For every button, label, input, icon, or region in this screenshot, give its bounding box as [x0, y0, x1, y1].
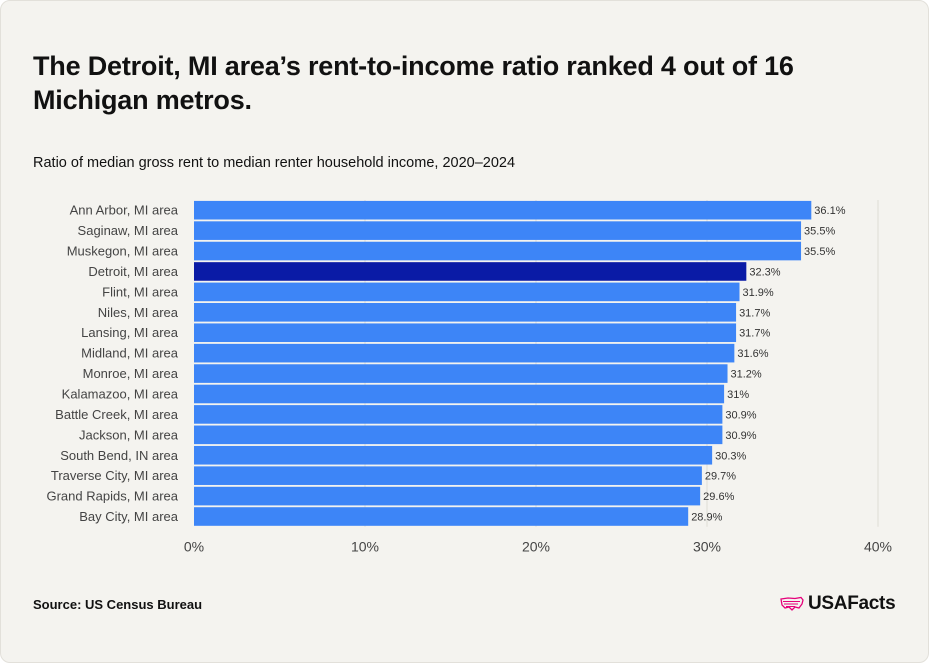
value-label: 31% [727, 389, 749, 401]
value-label: 32.3% [749, 266, 780, 278]
value-label: 30.3% [715, 450, 746, 462]
value-label: 31.2% [731, 369, 762, 381]
category-label: Battle Creek, MI area [55, 407, 179, 422]
value-label: 35.5% [804, 246, 835, 258]
bar [194, 303, 737, 322]
category-label: Monroe, MI area [83, 366, 179, 381]
category-label: Detroit, MI area [88, 264, 178, 279]
x-tick-label: 0% [184, 539, 204, 555]
usafacts-logo: USAFacts [780, 593, 896, 615]
bar [194, 486, 701, 506]
category-label: Ann Arbor, MI area [70, 203, 179, 218]
category-label: Bay City, MI area [79, 509, 179, 524]
value-label: 31.9% [742, 287, 773, 299]
bar [194, 343, 735, 363]
category-label: Lansing, MI area [81, 325, 179, 340]
category-label: South Bend, IN area [60, 448, 179, 463]
bar [194, 507, 689, 526]
category-label: Traverse City, MI area [51, 468, 179, 483]
category-label: Saginaw, MI area [78, 223, 179, 238]
category-label: Jackson, MI area [79, 427, 179, 442]
category-label: Grand Rapids, MI area [46, 489, 178, 504]
x-tick-label: 20% [522, 539, 550, 555]
bar [194, 221, 802, 240]
bar-highlighted [194, 262, 747, 281]
bar [194, 323, 737, 343]
bar [194, 445, 713, 465]
chart-title: The Detroit, MI area’s rent-to-income ra… [33, 51, 794, 115]
bar [194, 466, 702, 485]
value-label: 29.6% [703, 491, 734, 503]
bar-chart: 0% 10% 20% 30% 40% Ann Arbor, MI area 36.1% Sag… [46, 200, 892, 555]
bar [194, 200, 812, 220]
source-note: Source: US Census Bureau [33, 597, 203, 612]
value-label: 29.7% [705, 471, 736, 483]
value-label: 31.6% [737, 348, 768, 360]
us-map-flag-icon [780, 596, 804, 611]
category-label: Kalamazoo, MI area [62, 386, 179, 401]
value-label: 28.9% [691, 512, 722, 524]
value-label: 30.9% [725, 430, 756, 442]
bar [194, 241, 802, 261]
category-label: Muskegon, MI area [67, 244, 179, 259]
bar [194, 384, 725, 404]
value-label: 35.5% [804, 226, 835, 238]
x-tick-label: 40% [864, 539, 892, 555]
value-label: 36.1% [814, 205, 845, 217]
value-label: 31.7% [739, 307, 770, 319]
bar [194, 425, 723, 445]
brand-name: USAFacts [808, 593, 896, 614]
category-label: Flint, MI area [102, 284, 179, 299]
bar [194, 364, 728, 383]
bar [194, 405, 723, 424]
value-label: 31.7% [739, 328, 770, 340]
x-tick-label: 10% [351, 539, 379, 555]
category-label: Niles, MI area [98, 305, 179, 320]
x-tick-label: 30% [693, 539, 721, 555]
value-label: 30.9% [725, 409, 756, 421]
bar [194, 282, 740, 302]
chart-subtitle: Ratio of median gross rent to median ren… [33, 155, 516, 171]
category-label: Midland, MI area [81, 346, 179, 361]
